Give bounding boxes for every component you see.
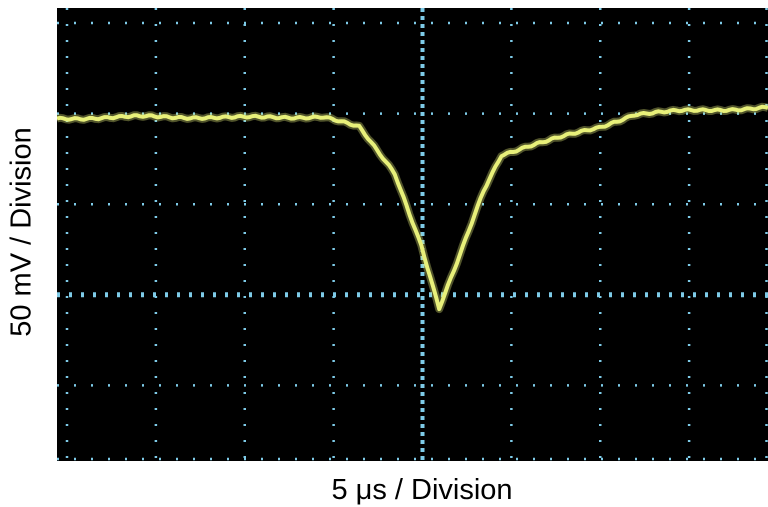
signal-trace <box>56 104 768 312</box>
y-axis-label: 50 mV / Division <box>5 127 38 337</box>
trace-glow <box>56 102 768 314</box>
x-axis-label: 5 μs / Division <box>331 474 513 506</box>
plot-area <box>56 8 768 461</box>
oscilloscope-screen <box>56 8 768 461</box>
